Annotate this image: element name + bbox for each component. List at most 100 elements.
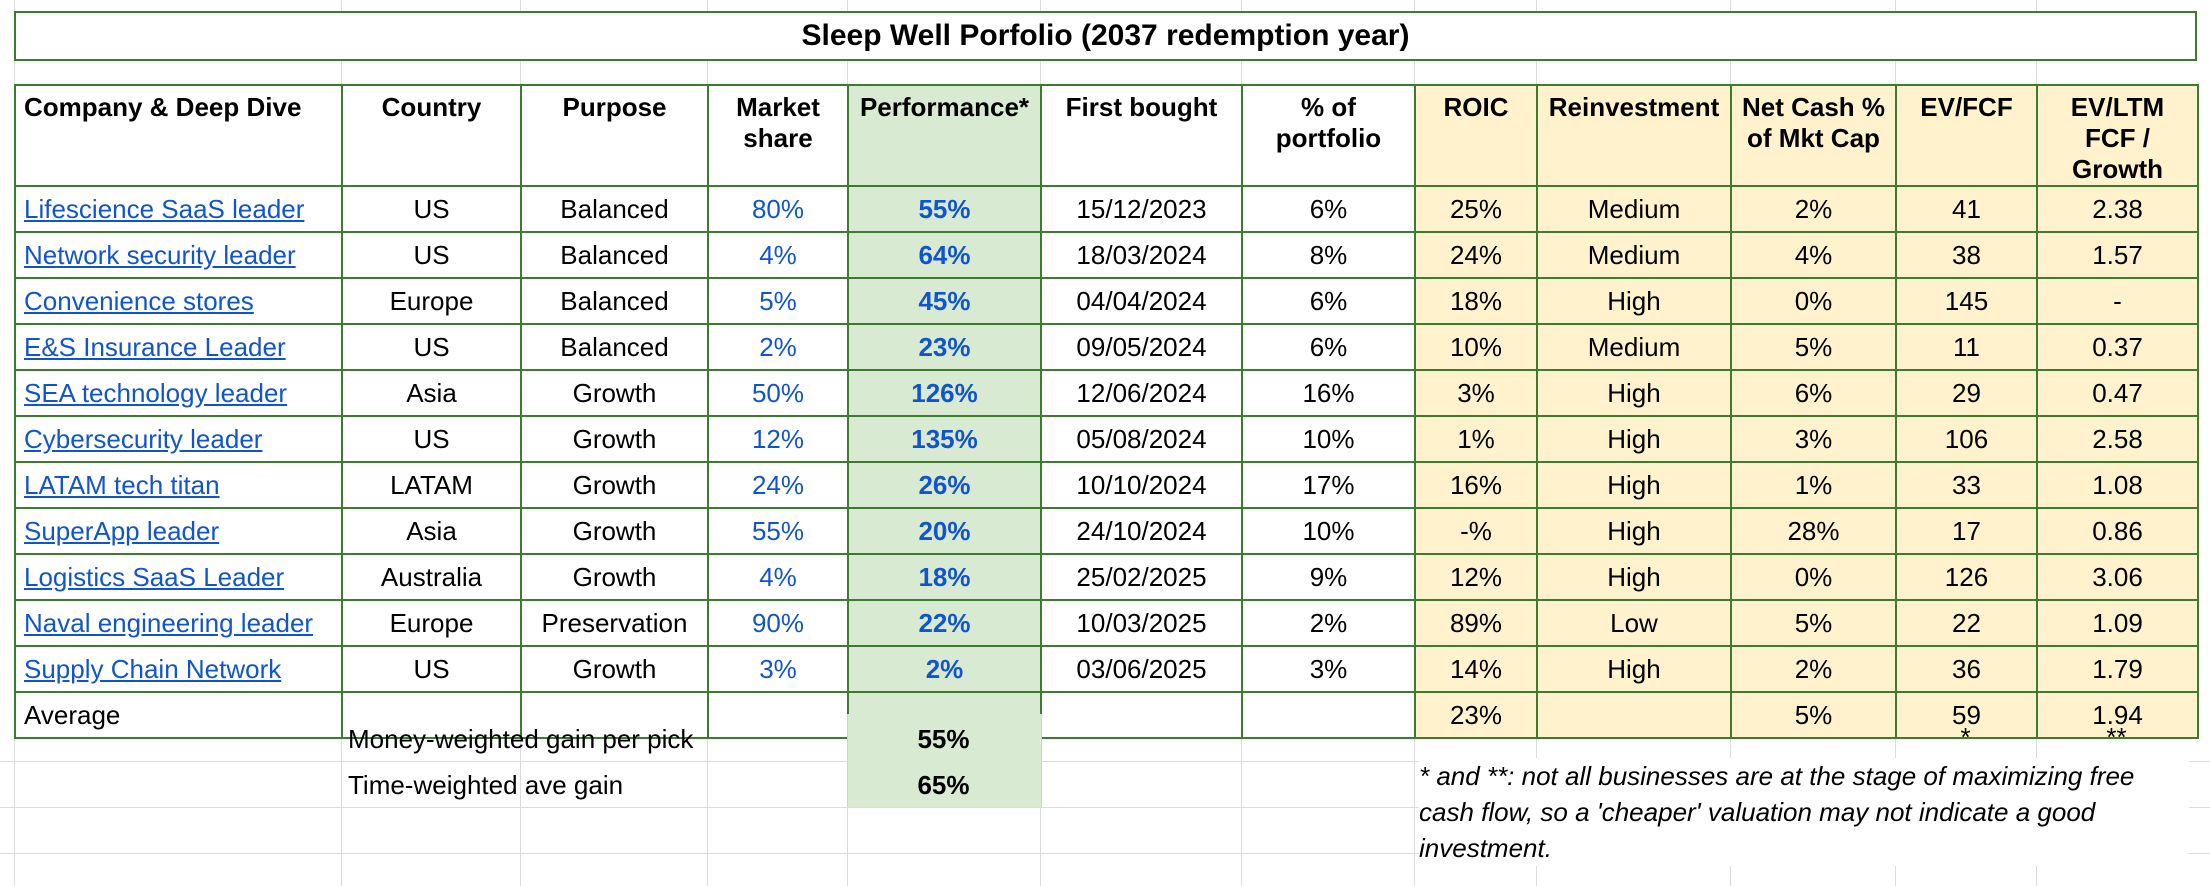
country-cell: US (341, 645, 522, 693)
company-cell: Network security leader (14, 231, 343, 279)
first-bought-cell: 15/12/2023 (1040, 185, 1243, 233)
reinvestment-cell: High (1536, 369, 1732, 417)
performance-cell: 18% (847, 553, 1042, 601)
money-weighted-value: 55% (917, 724, 970, 754)
column-header-performance: Performance* (847, 84, 1042, 187)
performance-cell: 126% (847, 369, 1042, 417)
column-header-purpose: Purpose (520, 84, 709, 187)
roic-cell: 18% (1414, 277, 1538, 325)
market-share-cell: 50% (707, 369, 849, 417)
grid-line (0, 853, 2210, 854)
table-row: SuperApp leader Asia Growth 55% 20% 24/10/202… (14, 507, 2199, 555)
average-cell-empty (1536, 691, 1732, 739)
net-cash-cell: 3% (1730, 415, 1897, 463)
country-cell: LATAM (341, 461, 522, 509)
time-weighted-label: Time-weighted ave gain (348, 770, 624, 800)
first-bought-cell: 18/03/2024 (1040, 231, 1243, 279)
average-label: Average (14, 691, 343, 739)
average-net-cash: 5% (1730, 691, 1897, 739)
reinvestment-cell: Low (1536, 599, 1732, 647)
column-header-roic: ROIC (1414, 84, 1538, 187)
average-ev-fcf: 59 (1895, 691, 2038, 739)
first-bought-cell: 24/10/2024 (1040, 507, 1243, 555)
company-deep-dive-link[interactable]: Naval engineering leader (24, 607, 314, 638)
company-deep-dive-link[interactable]: E&S Insurance Leader (24, 331, 286, 362)
net-cash-cell: 6% (1730, 369, 1897, 417)
company-deep-dive-link[interactable]: Convenience stores (24, 285, 254, 316)
roic-cell: 3% (1414, 369, 1538, 417)
performance-cell: 64% (847, 231, 1042, 279)
average-cell-empty (1040, 691, 1243, 739)
company-cell: Cybersecurity leader (14, 415, 343, 463)
country-cell: Australia (341, 553, 522, 601)
market-share-cell: 12% (707, 415, 849, 463)
purpose-cell: Balanced (520, 231, 709, 279)
company-deep-dive-link[interactable]: Lifescience SaaS leader (24, 193, 305, 224)
average-cell-empty (1241, 691, 1416, 739)
ev-fcf-cell: 145 (1895, 277, 2038, 325)
company-deep-dive-link[interactable]: Logistics SaaS Leader (24, 561, 285, 592)
purpose-cell: Growth (520, 461, 709, 509)
first-bought-cell: 10/03/2025 (1040, 599, 1243, 647)
company-cell: Naval engineering leader (14, 599, 343, 647)
reinvestment-cell: High (1536, 553, 1732, 601)
pct-portfolio-cell: 3% (1241, 645, 1416, 693)
roic-cell: 1% (1414, 415, 1538, 463)
purpose-cell: Growth (520, 369, 709, 417)
column-header-ev-ltm-fcf-growth: EV/LTM FCF / Growth (2036, 84, 2199, 187)
reinvestment-cell: Medium (1536, 185, 1732, 233)
table-row: Cybersecurity leader US Growth 12% 135% 05/08… (14, 415, 2199, 463)
roic-cell: -% (1414, 507, 1538, 555)
net-cash-cell: 5% (1730, 323, 1897, 371)
footnote: * and **: not all businesses are at the … (1419, 758, 2189, 866)
ev-fcf-footnote-marker: * (1960, 722, 1971, 752)
market-share-cell: 2% (707, 323, 849, 371)
company-deep-dive-link[interactable]: Supply Chain Network (24, 653, 282, 684)
ev-fcf-cell: 29 (1895, 369, 2038, 417)
table-body: Lifescience SaaS leader US Balanced 80% 55% 1… (14, 185, 2199, 693)
country-cell: US (341, 415, 522, 463)
ev-ltm-fcf-growth-cell: 2.58 (2036, 415, 2199, 463)
sheet-title: Sleep Well Porfolio (2037 redemption yea… (14, 11, 2197, 61)
pct-portfolio-cell: 6% (1241, 185, 1416, 233)
pct-portfolio-cell: 10% (1241, 507, 1416, 555)
roic-cell: 16% (1414, 461, 1538, 509)
grid-line (0, 807, 2210, 808)
company-deep-dive-link[interactable]: SuperApp leader (24, 515, 220, 546)
ev-ltm-fcf-growth-cell: 3.06 (2036, 553, 2199, 601)
performance-cell: 135% (847, 415, 1042, 463)
market-share-cell: 3% (707, 645, 849, 693)
table-row: Convenience stores Europe Balanced 5% 45% 04/… (14, 277, 2199, 325)
ev-fcf-cell: 17 (1895, 507, 2038, 555)
ev-fcf-cell: 38 (1895, 231, 2038, 279)
performance-cell: 55% (847, 185, 1042, 233)
performance-summary-bg (847, 714, 1042, 807)
company-deep-dive-link[interactable]: SEA technology leader (24, 377, 288, 408)
pct-portfolio-cell: 17% (1241, 461, 1416, 509)
pct-portfolio-cell: 6% (1241, 277, 1416, 325)
reinvestment-cell: High (1536, 415, 1732, 463)
ev-ltm-fcf-growth-cell: 2.38 (2036, 185, 2199, 233)
purpose-cell: Growth (520, 415, 709, 463)
performance-cell: 45% (847, 277, 1042, 325)
market-share-cell: 5% (707, 277, 849, 325)
company-deep-dive-link[interactable]: Network security leader (24, 239, 296, 270)
purpose-cell: Growth (520, 645, 709, 693)
country-cell: Asia (341, 507, 522, 555)
first-bought-cell: 12/06/2024 (1040, 369, 1243, 417)
column-header-ev-fcf: EV/FCF (1895, 84, 2038, 187)
ev-fcf-cell: 33 (1895, 461, 2038, 509)
company-cell: Logistics SaaS Leader (14, 553, 343, 601)
reinvestment-cell: High (1536, 507, 1732, 555)
net-cash-cell: 0% (1730, 277, 1897, 325)
company-deep-dive-link[interactable]: LATAM tech titan (24, 469, 220, 500)
roic-cell: 12% (1414, 553, 1538, 601)
ev-fcf-cell: 11 (1895, 323, 2038, 371)
reinvestment-cell: High (1536, 277, 1732, 325)
company-deep-dive-link[interactable]: Cybersecurity leader (24, 423, 263, 454)
net-cash-cell: 0% (1730, 553, 1897, 601)
performance-cell: 2% (847, 645, 1042, 693)
purpose-cell: Preservation (520, 599, 709, 647)
ev-ltm-fcf-growth-cell: 0.47 (2036, 369, 2199, 417)
roic-cell: 89% (1414, 599, 1538, 647)
